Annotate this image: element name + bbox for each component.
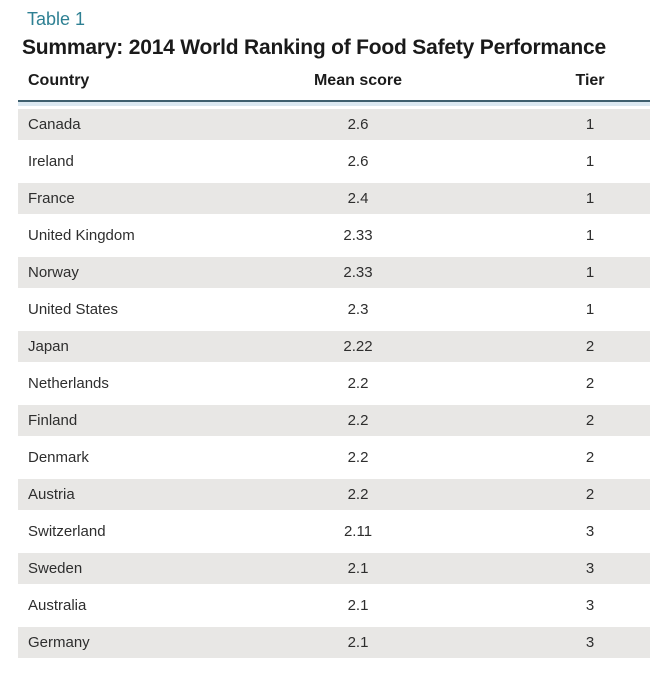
tier-cell: 1 bbox=[530, 180, 650, 217]
mean-score-cell: 2.2 bbox=[186, 476, 530, 513]
country-cell: Australia bbox=[18, 587, 186, 624]
country-cell: Finland bbox=[18, 402, 186, 439]
table-row: Australia 2.1 3 bbox=[18, 587, 650, 624]
country-cell: Sweden bbox=[18, 550, 186, 587]
mean-score-cell: 2.1 bbox=[186, 587, 530, 624]
tier-cell: 2 bbox=[530, 476, 650, 513]
mean-score-cell: 2.2 bbox=[186, 439, 530, 476]
country-cell: United States bbox=[18, 291, 186, 328]
table-header: Country Mean score Tier bbox=[18, 70, 650, 102]
mean-score-cell: 2.2 bbox=[186, 402, 530, 439]
table-row: Switzerland 2.11 3 bbox=[18, 513, 650, 550]
ranking-table: Country Mean score Tier Canada 2.6 1 Irelan… bbox=[18, 70, 650, 661]
country-cell: Ireland bbox=[18, 143, 186, 180]
table-row: Ireland 2.6 1 bbox=[18, 143, 650, 180]
country-cell: Canada bbox=[18, 106, 186, 143]
country-cell: Norway bbox=[18, 254, 186, 291]
mean-score-cell: 2.33 bbox=[186, 217, 530, 254]
country-cell: Germany bbox=[18, 624, 186, 661]
column-header-country: Country bbox=[18, 70, 186, 102]
table-body: Canada 2.6 1 Ireland 2.6 1 France 2.4 1 United Ki… bbox=[18, 102, 650, 661]
tier-cell: 3 bbox=[530, 550, 650, 587]
tier-cell: 1 bbox=[530, 106, 650, 143]
country-cell: United Kingdom bbox=[18, 217, 186, 254]
table-row: United States 2.3 1 bbox=[18, 291, 650, 328]
tier-cell: 2 bbox=[530, 328, 650, 365]
mean-score-cell: 2.6 bbox=[186, 106, 530, 143]
page-title: Summary: 2014 World Ranking of Food Safe… bbox=[22, 36, 606, 59]
country-cell: Austria bbox=[18, 476, 186, 513]
table-row: France 2.4 1 bbox=[18, 180, 650, 217]
country-cell: Netherlands bbox=[18, 365, 186, 402]
tier-cell: 1 bbox=[530, 254, 650, 291]
tier-cell: 2 bbox=[530, 365, 650, 402]
mean-score-cell: 2.1 bbox=[186, 550, 530, 587]
table-row: Japan 2.22 2 bbox=[18, 328, 650, 365]
tier-cell: 1 bbox=[530, 217, 650, 254]
table-row: Netherlands 2.2 2 bbox=[18, 365, 650, 402]
header-accent-row bbox=[18, 102, 650, 106]
mean-score-cell: 2.6 bbox=[186, 143, 530, 180]
tier-cell: 3 bbox=[530, 513, 650, 550]
country-cell: Switzerland bbox=[18, 513, 186, 550]
mean-score-cell: 2.4 bbox=[186, 180, 530, 217]
table-row: Norway 2.33 1 bbox=[18, 254, 650, 291]
table-row: United Kingdom 2.33 1 bbox=[18, 217, 650, 254]
mean-score-cell: 2.2 bbox=[186, 365, 530, 402]
country-cell: France bbox=[18, 180, 186, 217]
tier-cell: 3 bbox=[530, 624, 650, 661]
table-row: Austria 2.2 2 bbox=[18, 476, 650, 513]
table-row: Finland 2.2 2 bbox=[18, 402, 650, 439]
mean-score-cell: 2.22 bbox=[186, 328, 530, 365]
tier-cell: 2 bbox=[530, 439, 650, 476]
mean-score-cell: 2.3 bbox=[186, 291, 530, 328]
table-row: Canada 2.6 1 bbox=[18, 106, 650, 143]
header-accent-band bbox=[18, 102, 650, 106]
table-row: Denmark 2.2 2 bbox=[18, 439, 650, 476]
table-row: Germany 2.1 3 bbox=[18, 624, 650, 661]
column-header-tier: Tier bbox=[530, 70, 650, 102]
document-page: Table 1 Summary: 2014 World Ranking of F… bbox=[18, 9, 650, 661]
column-header-mean-score: Mean score bbox=[186, 70, 530, 102]
header-row: Country Mean score Tier bbox=[18, 70, 650, 102]
table-label: Table 1 bbox=[27, 9, 86, 29]
tier-cell: 1 bbox=[530, 143, 650, 180]
table-row: Sweden 2.1 3 bbox=[18, 550, 650, 587]
mean-score-cell: 2.33 bbox=[186, 254, 530, 291]
tier-cell: 3 bbox=[530, 587, 650, 624]
mean-score-cell: 2.11 bbox=[186, 513, 530, 550]
country-cell: Japan bbox=[18, 328, 186, 365]
mean-score-cell: 2.1 bbox=[186, 624, 530, 661]
tier-cell: 2 bbox=[530, 402, 650, 439]
country-cell: Denmark bbox=[18, 439, 186, 476]
tier-cell: 1 bbox=[530, 291, 650, 328]
